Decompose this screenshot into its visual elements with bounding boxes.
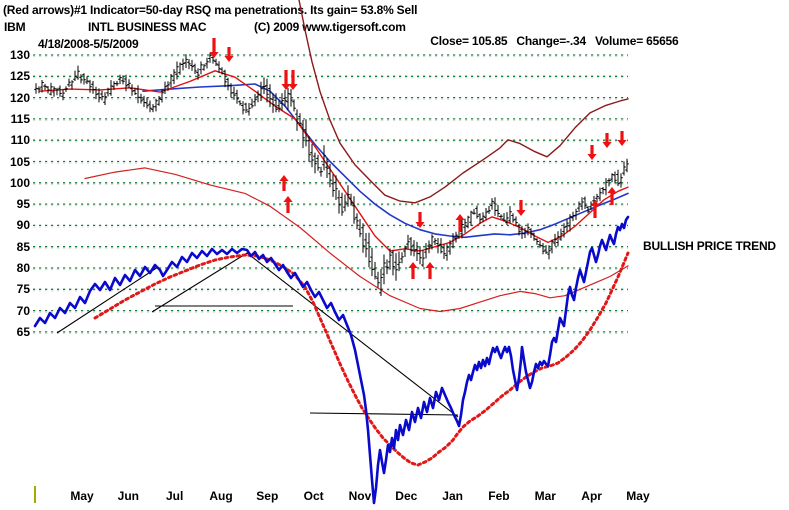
price-tick-label: 100 bbox=[9, 175, 30, 190]
price-tick-label: 110 bbox=[10, 133, 30, 148]
close-value: 105.85 bbox=[471, 34, 508, 48]
month-tick-label: Jul bbox=[165, 489, 184, 503]
month-tick-label: Sep bbox=[256, 489, 279, 503]
price-tick-label: 125 bbox=[9, 69, 30, 84]
month-tick-label: Jan bbox=[442, 489, 463, 503]
price-tick-label: 105 bbox=[9, 154, 30, 169]
month-tick-label: Jun bbox=[117, 489, 139, 503]
ticker-symbol: IBM bbox=[4, 20, 26, 34]
change-label: Change= bbox=[516, 34, 567, 48]
month-tick-label: May bbox=[626, 489, 650, 503]
copyright-text: (C) 2009 www.tigersoft.com bbox=[254, 20, 406, 34]
month-tick-label: May bbox=[70, 489, 94, 503]
month-tick-label: Oct bbox=[303, 489, 324, 503]
month-tick-label: Apr bbox=[581, 489, 602, 503]
price-tick-label: 80 bbox=[16, 261, 30, 275]
price-tick-label: 70 bbox=[16, 303, 30, 318]
month-tick-label: Nov bbox=[348, 489, 372, 503]
volume-label: Volume= bbox=[594, 34, 647, 48]
price-tick-label: 85 bbox=[16, 239, 30, 254]
price-tick-label: 65 bbox=[16, 324, 30, 339]
price-tick-label: 115 bbox=[10, 111, 30, 126]
price-tick-label: 95 bbox=[16, 197, 30, 212]
month-tick-label: Mar bbox=[534, 489, 556, 503]
date-range: 4/18/2008-5/5/2009 bbox=[38, 37, 139, 51]
bullish-trend-annotation: BULLISH PRICE TREND bbox=[643, 239, 776, 253]
month-tick-label: Aug bbox=[209, 489, 233, 503]
indicator-summary-line: (Red arrows)#1 Indicator=50-day RSQ ma p… bbox=[3, 3, 418, 17]
change-value: -.34 bbox=[566, 34, 586, 48]
price-tick-label: 75 bbox=[16, 282, 30, 297]
price-tick-label: 130 bbox=[9, 48, 30, 62]
volume-value: 65656 bbox=[646, 34, 679, 48]
quote-summary: Close= 105.85 Change=-.34 Volume= 65656 bbox=[424, 20, 679, 48]
company-name: INTL BUSINESS MAC bbox=[88, 20, 207, 34]
month-tick-label: Feb bbox=[488, 489, 510, 503]
price-tick-label: 120 bbox=[9, 90, 30, 105]
price-tick-label: 90 bbox=[16, 218, 30, 233]
close-label: Close= bbox=[430, 34, 472, 48]
month-tick-label: Dec bbox=[395, 489, 418, 503]
